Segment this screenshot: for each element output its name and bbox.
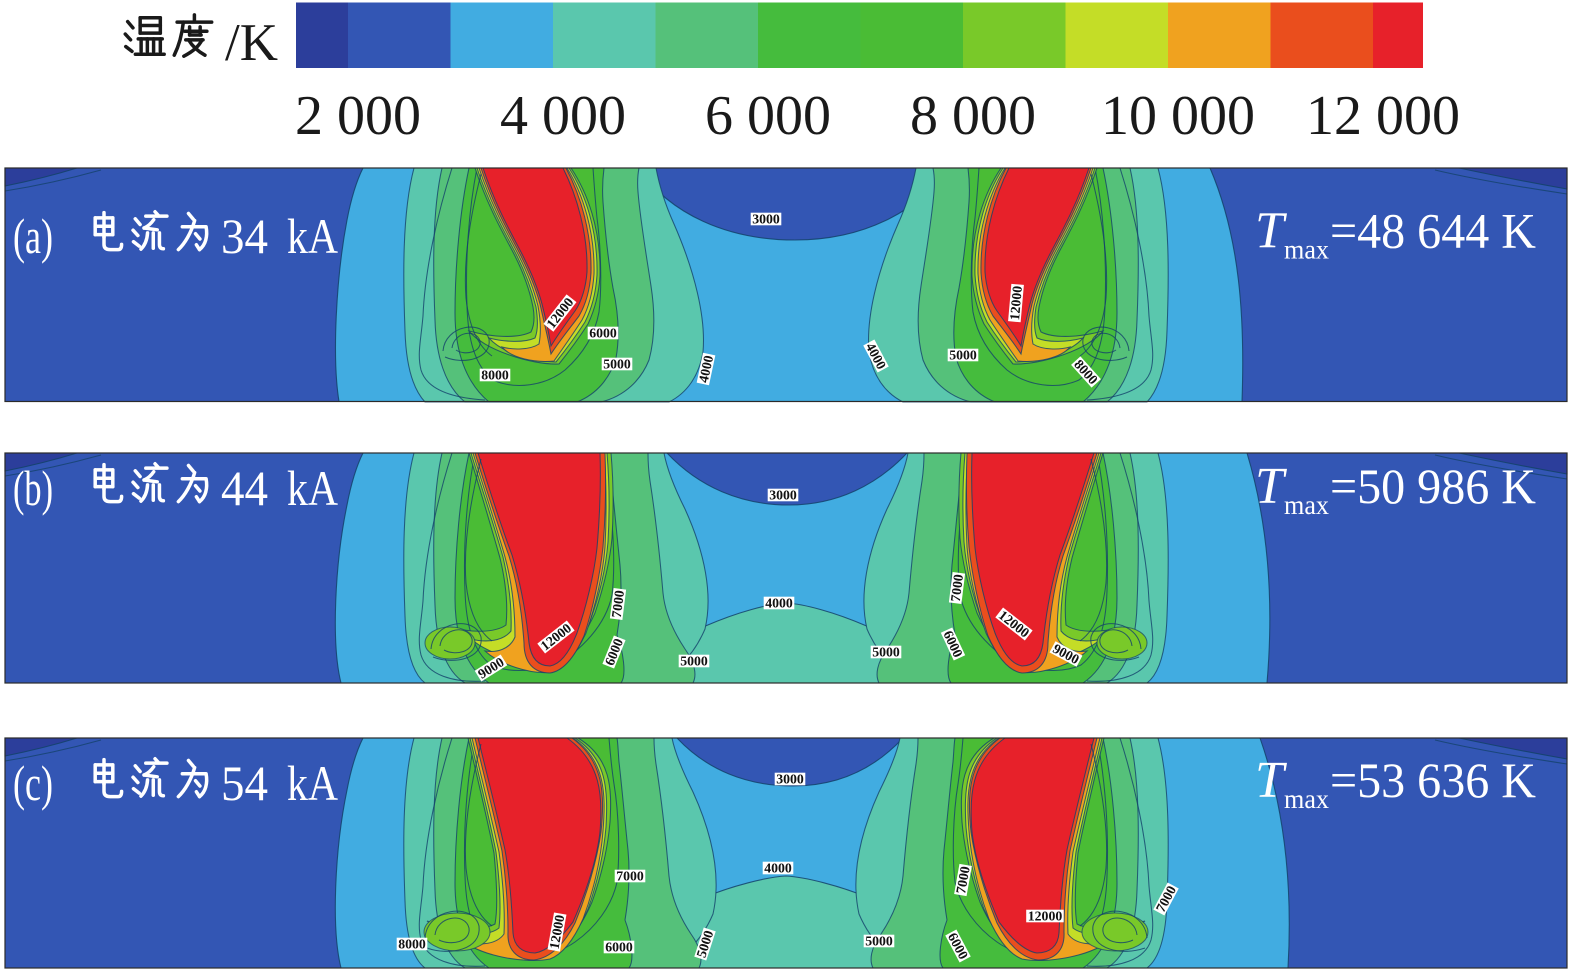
svg-text:T: T xyxy=(1255,458,1287,515)
svg-text:max: max xyxy=(1284,235,1329,265)
svg-text:(b): (b) xyxy=(13,460,53,516)
svg-text:8000: 8000 xyxy=(481,368,509,383)
svg-text:5000: 5000 xyxy=(603,357,631,372)
svg-text:=48 644 K: =48 644 K xyxy=(1330,203,1536,259)
svg-text:3000: 3000 xyxy=(752,212,780,227)
svg-text:(c): (c) xyxy=(13,755,53,811)
svg-text:kA: kA xyxy=(287,208,338,264)
svg-text:4000: 4000 xyxy=(764,861,792,876)
svg-text:44: 44 xyxy=(221,460,268,516)
svg-text:5000: 5000 xyxy=(872,645,900,660)
svg-text:12000: 12000 xyxy=(547,914,568,951)
svg-text:7000: 7000 xyxy=(616,869,644,884)
svg-text:3000: 3000 xyxy=(776,772,804,787)
svg-text:4000: 4000 xyxy=(765,596,793,611)
svg-text:T: T xyxy=(1255,752,1287,809)
svg-text:34: 34 xyxy=(221,208,268,264)
svg-text:12000: 12000 xyxy=(1007,285,1025,321)
svg-text:/K: /K xyxy=(225,14,278,72)
svg-text:12000: 12000 xyxy=(1028,909,1063,924)
svg-text:7000: 7000 xyxy=(948,573,966,602)
svg-text:(a): (a) xyxy=(13,208,53,264)
svg-text:8 000: 8 000 xyxy=(910,85,1036,147)
svg-text:6000: 6000 xyxy=(589,326,617,341)
svg-text:3000: 3000 xyxy=(769,488,797,503)
svg-text:54: 54 xyxy=(221,755,268,811)
svg-text:6 000: 6 000 xyxy=(705,85,831,147)
svg-text:5000: 5000 xyxy=(865,934,893,949)
svg-text:=53 636 K: =53 636 K xyxy=(1330,752,1536,808)
svg-text:12 000: 12 000 xyxy=(1306,85,1460,147)
svg-text:max: max xyxy=(1284,784,1329,814)
svg-text:kA: kA xyxy=(287,460,338,516)
svg-text:T: T xyxy=(1255,203,1287,260)
svg-text:5000: 5000 xyxy=(949,348,977,363)
svg-text:10 000: 10 000 xyxy=(1101,85,1255,147)
svg-text:4000: 4000 xyxy=(696,354,716,384)
svg-text:kA: kA xyxy=(287,755,338,811)
svg-text:max: max xyxy=(1284,490,1329,520)
svg-text:7000: 7000 xyxy=(953,865,973,895)
svg-text:6000: 6000 xyxy=(605,940,633,955)
svg-text:2 000: 2 000 xyxy=(295,85,421,147)
svg-text:4 000: 4 000 xyxy=(500,85,626,147)
svg-text:8000: 8000 xyxy=(398,937,426,952)
svg-text:7000: 7000 xyxy=(609,589,627,618)
svg-text:5000: 5000 xyxy=(680,654,708,669)
svg-text:=50 986 K: =50 986 K xyxy=(1330,458,1536,514)
